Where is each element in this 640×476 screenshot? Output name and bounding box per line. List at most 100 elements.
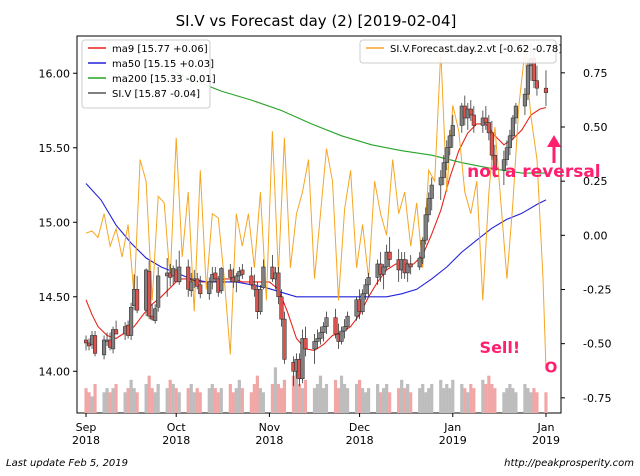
volume-bar	[357, 379, 362, 413]
series-line-si-v-forecast-day-2-vt	[85, 51, 547, 370]
volume-bar	[427, 388, 431, 413]
volume-bar	[502, 392, 506, 413]
y-right-tick-label: 0.75	[583, 67, 608, 80]
axes: 14.00 14.50 15.00 15.50 16.00 -0.75 -0.50 -0.25…	[39, 67, 612, 447]
volume-bar	[318, 375, 323, 413]
volume-bar	[261, 392, 265, 413]
candle-body	[219, 268, 224, 292]
volume-bar	[237, 379, 241, 413]
volume-bar	[442, 388, 446, 413]
candle-body	[156, 275, 161, 308]
volume-bar	[451, 379, 455, 413]
volume-bar	[424, 392, 428, 413]
candle-body	[483, 117, 488, 123]
candle-body	[408, 263, 413, 268]
volume-bar	[153, 392, 157, 413]
candle-body	[318, 332, 323, 339]
y-right-tick-label: -0.75	[583, 392, 611, 405]
volume-bar	[421, 383, 425, 413]
volume-bar	[231, 392, 235, 413]
candle-body	[426, 198, 431, 216]
volume-bar	[135, 392, 139, 413]
volume-bar	[252, 383, 256, 413]
x-tick-label: Jan 2019	[532, 421, 560, 447]
volume-bar	[213, 388, 217, 413]
volume-bar	[535, 392, 539, 413]
volume-bar	[114, 383, 118, 413]
candle-body	[333, 317, 338, 335]
volume-bar	[132, 388, 136, 413]
candle-body	[282, 318, 287, 360]
volume-bar	[249, 392, 253, 413]
annotation-not-a-reversal: not a reversal	[467, 162, 601, 182]
candle-body	[339, 330, 344, 342]
volume-bar	[300, 388, 305, 413]
volume-bar	[234, 388, 238, 413]
volume-bar	[168, 379, 172, 413]
volume-bar	[171, 383, 175, 413]
volume-bar	[397, 388, 401, 413]
candle-body	[92, 335, 98, 354]
y-right-tick-label: 0.50	[583, 121, 608, 134]
volume-bar	[84, 388, 88, 413]
candle-body	[513, 105, 518, 119]
volume-bar	[276, 383, 281, 413]
candle-body	[186, 266, 191, 290]
candle-body	[360, 293, 365, 312]
x-tick-label: Jan 2019	[439, 421, 467, 447]
candle-body	[258, 289, 263, 312]
volume-bar	[90, 396, 94, 413]
volume-bar	[339, 375, 344, 413]
candle-body	[363, 284, 368, 295]
candle-body	[312, 341, 317, 350]
x-tick-label: Dec 2018	[346, 421, 374, 447]
candle-body	[102, 339, 107, 356]
candle-body	[423, 214, 428, 241]
volume-bar	[255, 375, 259, 413]
volume-bar	[189, 383, 193, 413]
volume-bar	[333, 379, 338, 413]
volume-bar	[448, 388, 452, 413]
candle-body	[468, 108, 473, 116]
volume-bar	[270, 383, 275, 413]
legend-label: ma200 [15.33 -0.01]	[112, 74, 216, 85]
volume-bar	[469, 383, 473, 413]
volume-bar	[445, 383, 449, 413]
volume-bar	[240, 388, 244, 413]
volume-bar	[195, 388, 199, 413]
volume-bar	[360, 388, 365, 413]
y-left-tick-label: 15.50	[39, 142, 71, 155]
volume-bar	[324, 383, 329, 413]
candle-body	[405, 263, 410, 274]
volume-bar	[354, 383, 359, 413]
volume-bar	[279, 388, 284, 413]
volume-bar	[174, 388, 178, 413]
volume-bar	[403, 388, 407, 413]
volume-bar	[505, 388, 509, 413]
annotation-arrow-head	[547, 135, 561, 147]
candle-body	[504, 147, 509, 160]
volume-bar	[105, 388, 109, 413]
volume-bars	[84, 367, 548, 413]
volume-bar	[273, 367, 278, 413]
volume-bar	[126, 388, 130, 413]
y-right-tick-label: -0.25	[583, 284, 611, 297]
candle-body	[300, 338, 305, 379]
candle-body	[522, 93, 527, 107]
candle-body	[345, 315, 350, 327]
candle-body	[207, 281, 212, 295]
candle-body	[315, 338, 320, 342]
candle-body	[153, 308, 158, 321]
candle-body	[534, 80, 540, 89]
volume-bar	[526, 388, 530, 413]
volume-bar	[406, 383, 410, 413]
volume-bar	[466, 392, 470, 413]
candle-body	[213, 272, 218, 280]
candle-body	[444, 147, 449, 163]
volume-bar	[532, 388, 536, 413]
candle-body	[510, 117, 515, 137]
candle-body	[342, 326, 347, 332]
y-right-tick-label: -0.50	[583, 338, 611, 351]
source-url-footer: http://peakprosperity.com	[504, 458, 634, 469]
